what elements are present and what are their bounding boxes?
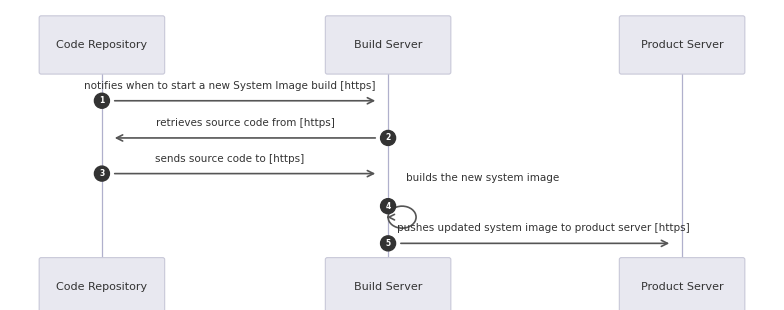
- Text: retrieves source code from [https]: retrieves source code from [https]: [155, 118, 335, 128]
- Text: pushes updated system image to product server [https]: pushes updated system image to product s…: [397, 224, 689, 233]
- FancyBboxPatch shape: [39, 16, 165, 74]
- Circle shape: [94, 93, 110, 108]
- FancyBboxPatch shape: [619, 258, 745, 310]
- Text: Code Repository: Code Repository: [56, 282, 147, 292]
- Text: notifies when to start a new System Image build [https]: notifies when to start a new System Imag…: [84, 81, 375, 91]
- Circle shape: [380, 131, 396, 145]
- Text: Product Server: Product Server: [641, 40, 724, 50]
- Text: 3: 3: [100, 169, 104, 178]
- FancyBboxPatch shape: [325, 258, 451, 310]
- FancyBboxPatch shape: [619, 16, 745, 74]
- FancyBboxPatch shape: [39, 258, 165, 310]
- Text: 2: 2: [386, 133, 390, 143]
- Circle shape: [380, 199, 396, 214]
- Circle shape: [94, 166, 110, 181]
- Text: Product Server: Product Server: [641, 282, 724, 292]
- Text: 1: 1: [100, 96, 104, 105]
- Circle shape: [380, 236, 396, 251]
- Text: 4: 4: [386, 202, 390, 211]
- Text: Build Server: Build Server: [354, 40, 423, 50]
- Text: 5: 5: [386, 239, 390, 248]
- Text: sends source code to [https]: sends source code to [https]: [154, 154, 304, 164]
- Text: builds the new system image: builds the new system image: [406, 173, 559, 183]
- Text: Build Server: Build Server: [354, 282, 423, 292]
- FancyBboxPatch shape: [325, 16, 451, 74]
- Text: Code Repository: Code Repository: [56, 40, 147, 50]
